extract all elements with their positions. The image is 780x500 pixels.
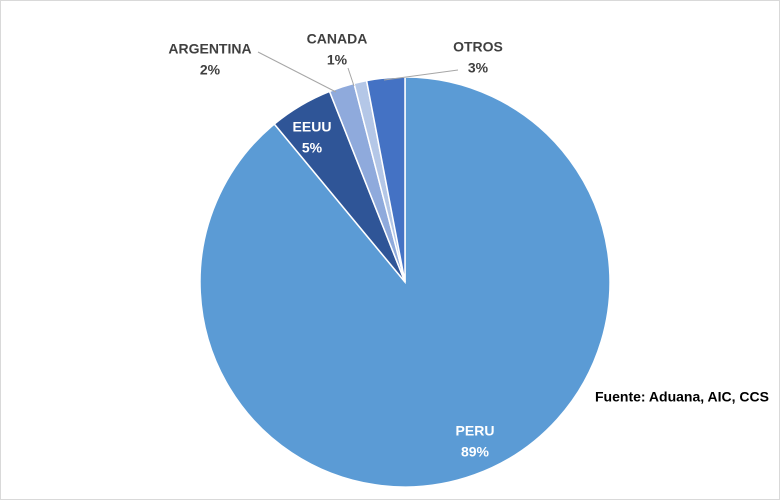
slice-value-label: 5% [302, 140, 323, 156]
slice-label: EEUU [293, 119, 332, 135]
slice-value-label: 89% [461, 444, 490, 460]
leader-line [383, 69, 459, 81]
slice-label: OTROS [453, 39, 503, 55]
leader-line [257, 51, 337, 93]
source-note: Fuente: Aduana, AIC, CCS [595, 389, 769, 405]
slice-value-label: 1% [327, 52, 348, 68]
slice-value-label: 2% [200, 62, 221, 78]
slice-label: ARGENTINA [168, 41, 251, 57]
slice-label: CANADA [307, 31, 368, 47]
slice-label: PERU [456, 423, 495, 439]
slice-value-label: 3% [468, 60, 489, 76]
leader-line [347, 67, 355, 87]
